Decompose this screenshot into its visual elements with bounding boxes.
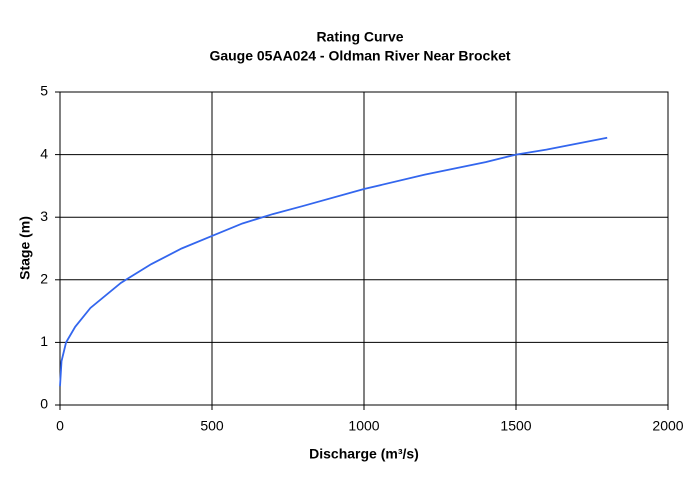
y-tick-label: 1: [40, 333, 48, 349]
y-tick-label: 3: [40, 208, 48, 224]
x-tick-label: 1500: [500, 418, 531, 434]
x-axis-label: Discharge (m³/s): [309, 446, 419, 462]
data-line: [59, 136, 608, 387]
chart-subtitle: Gauge 05AA024 - Oldman River Near Brocke…: [209, 48, 510, 64]
x-tick-label: 500: [200, 418, 224, 434]
y-tick-label: 0: [40, 396, 48, 412]
y-tick-label: 4: [40, 145, 48, 161]
x-tick-label: 2000: [652, 418, 683, 434]
chart-title: Rating Curve: [316, 29, 403, 45]
y-tick-label: 5: [40, 83, 48, 99]
x-tick-label: 1000: [348, 418, 379, 434]
x-tick-label: 0: [56, 418, 64, 434]
y-axis-label: Stage (m): [17, 216, 33, 280]
y-tick-label: 2: [40, 271, 48, 287]
